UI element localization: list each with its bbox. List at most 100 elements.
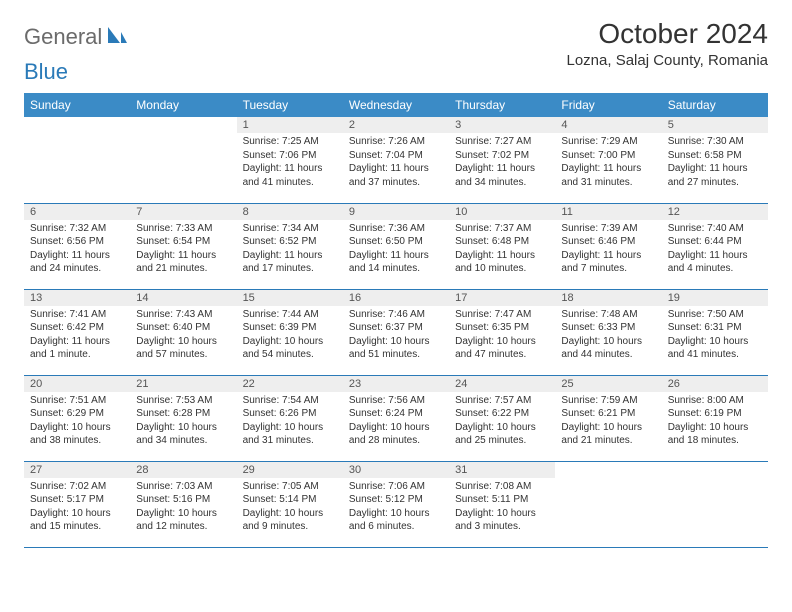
daylight-line: Daylight: 11 hours and 41 minutes. xyxy=(243,162,337,189)
calendar-week-row: 13Sunrise: 7:41 AMSunset: 6:42 PMDayligh… xyxy=(24,289,768,375)
sunset-line: Sunset: 7:00 PM xyxy=(561,149,655,163)
day-details: Sunrise: 7:43 AMSunset: 6:40 PMDaylight:… xyxy=(130,306,236,366)
sunrise-line: Sunrise: 7:25 AM xyxy=(243,135,337,149)
day-header: Saturday xyxy=(662,93,768,117)
day-number: 11 xyxy=(555,204,661,220)
sunrise-line: Sunrise: 7:27 AM xyxy=(455,135,549,149)
daylight-line: Daylight: 10 hours and 18 minutes. xyxy=(668,421,762,448)
calendar-day-cell: 16Sunrise: 7:46 AMSunset: 6:37 PMDayligh… xyxy=(343,289,449,375)
calendar-day-cell: 15Sunrise: 7:44 AMSunset: 6:39 PMDayligh… xyxy=(237,289,343,375)
sunrise-line: Sunrise: 7:05 AM xyxy=(243,480,337,494)
day-number: 27 xyxy=(24,462,130,478)
sunrise-line: Sunrise: 7:36 AM xyxy=(349,222,443,236)
calendar-day-cell: 20Sunrise: 7:51 AMSunset: 6:29 PMDayligh… xyxy=(24,375,130,461)
calendar-day-cell: 5Sunrise: 7:30 AMSunset: 6:58 PMDaylight… xyxy=(662,117,768,203)
calendar-day-cell: 18Sunrise: 7:48 AMSunset: 6:33 PMDayligh… xyxy=(555,289,661,375)
day-number: 7 xyxy=(130,204,236,220)
calendar-day-cell: 25Sunrise: 7:59 AMSunset: 6:21 PMDayligh… xyxy=(555,375,661,461)
sunset-line: Sunset: 6:22 PM xyxy=(455,407,549,421)
calendar-week-row: ....1Sunrise: 7:25 AMSunset: 7:06 PMDayl… xyxy=(24,117,768,203)
day-details: Sunrise: 7:03 AMSunset: 5:16 PMDaylight:… xyxy=(130,478,236,538)
sunrise-line: Sunrise: 7:32 AM xyxy=(30,222,124,236)
logo-text-general: General xyxy=(24,24,102,50)
sunrise-line: Sunrise: 7:26 AM xyxy=(349,135,443,149)
sunrise-line: Sunrise: 7:37 AM xyxy=(455,222,549,236)
daylight-line: Daylight: 10 hours and 28 minutes. xyxy=(349,421,443,448)
sunrise-line: Sunrise: 7:46 AM xyxy=(349,308,443,322)
calendar-body: ....1Sunrise: 7:25 AMSunset: 7:06 PMDayl… xyxy=(24,117,768,547)
sunrise-line: Sunrise: 7:39 AM xyxy=(561,222,655,236)
sunset-line: Sunset: 6:31 PM xyxy=(668,321,762,335)
daylight-line: Daylight: 11 hours and 1 minute. xyxy=(30,335,124,362)
daylight-line: Daylight: 11 hours and 34 minutes. xyxy=(455,162,549,189)
day-number: 13 xyxy=(24,290,130,306)
calendar-week-row: 6Sunrise: 7:32 AMSunset: 6:56 PMDaylight… xyxy=(24,203,768,289)
calendar-day-cell: 26Sunrise: 8:00 AMSunset: 6:19 PMDayligh… xyxy=(662,375,768,461)
calendar-day-cell: 6Sunrise: 7:32 AMSunset: 6:56 PMDaylight… xyxy=(24,203,130,289)
day-details: Sunrise: 7:36 AMSunset: 6:50 PMDaylight:… xyxy=(343,220,449,280)
daylight-line: Daylight: 10 hours and 38 minutes. xyxy=(30,421,124,448)
calendar-table: SundayMondayTuesdayWednesdayThursdayFrid… xyxy=(24,93,768,548)
day-details: Sunrise: 7:44 AMSunset: 6:39 PMDaylight:… xyxy=(237,306,343,366)
calendar-day-cell: 3 Sunrise: 7:27 AMSunset: 7:02 PMDaylight… xyxy=(449,117,555,203)
day-number: 3 xyxy=(449,117,555,133)
sunset-line: Sunset: 7:02 PM xyxy=(455,149,549,163)
sunset-line: Sunset: 6:56 PM xyxy=(30,235,124,249)
calendar-day-cell: 30Sunrise: 7:06 AMSunset: 5:12 PMDayligh… xyxy=(343,461,449,547)
sunset-line: Sunset: 6:48 PM xyxy=(455,235,549,249)
day-details: Sunrise: 7:54 AMSunset: 6:26 PMDaylight:… xyxy=(237,392,343,452)
daylight-line: Daylight: 11 hours and 14 minutes. xyxy=(349,249,443,276)
sunrise-line: Sunrise: 7:02 AM xyxy=(30,480,124,494)
sunset-line: Sunset: 5:11 PM xyxy=(455,493,549,507)
day-number: 22 xyxy=(237,376,343,392)
daylight-line: Daylight: 10 hours and 12 minutes. xyxy=(136,507,230,534)
sunset-line: Sunset: 6:29 PM xyxy=(30,407,124,421)
sunset-line: Sunset: 6:39 PM xyxy=(243,321,337,335)
sunset-line: Sunset: 6:50 PM xyxy=(349,235,443,249)
day-details: Sunrise: 7:50 AMSunset: 6:31 PMDaylight:… xyxy=(662,306,768,366)
sunrise-line: Sunrise: 7:43 AM xyxy=(136,308,230,322)
daylight-line: Daylight: 10 hours and 6 minutes. xyxy=(349,507,443,534)
calendar-day-cell: 21Sunrise: 7:53 AMSunset: 6:28 PMDayligh… xyxy=(130,375,236,461)
day-number: 21 xyxy=(130,376,236,392)
calendar-day-cell: 9Sunrise: 7:36 AMSunset: 6:50 PMDaylight… xyxy=(343,203,449,289)
day-number: 12 xyxy=(662,204,768,220)
calendar-day-cell: .. xyxy=(130,117,236,203)
calendar-day-cell: 7Sunrise: 7:33 AMSunset: 6:54 PMDaylight… xyxy=(130,203,236,289)
daylight-line: Daylight: 11 hours and 21 minutes. xyxy=(136,249,230,276)
calendar-week-row: 20Sunrise: 7:51 AMSunset: 6:29 PMDayligh… xyxy=(24,375,768,461)
day-details: Sunrise: 7:02 AMSunset: 5:17 PMDaylight:… xyxy=(24,478,130,538)
calendar-day-cell: 24Sunrise: 7:57 AMSunset: 6:22 PMDayligh… xyxy=(449,375,555,461)
location-text: Lozna, Salaj County, Romania xyxy=(566,52,768,69)
daylight-line: Daylight: 10 hours and 21 minutes. xyxy=(561,421,655,448)
logo-sail-icon xyxy=(106,25,128,50)
day-number: 5 xyxy=(662,117,768,133)
calendar-day-cell: .. xyxy=(24,117,130,203)
day-number: 2 xyxy=(343,117,449,133)
calendar-day-cell: 19Sunrise: 7:50 AMSunset: 6:31 PMDayligh… xyxy=(662,289,768,375)
sunrise-line: Sunrise: 7:44 AM xyxy=(243,308,337,322)
calendar-day-cell: 28Sunrise: 7:03 AMSunset: 5:16 PMDayligh… xyxy=(130,461,236,547)
day-details: Sunrise: 7:39 AMSunset: 6:46 PMDaylight:… xyxy=(555,220,661,280)
day-details: Sunrise: 7:37 AMSunset: 6:48 PMDaylight:… xyxy=(449,220,555,280)
sunset-line: Sunset: 6:42 PM xyxy=(30,321,124,335)
day-details: Sunrise: 7:34 AMSunset: 6:52 PMDaylight:… xyxy=(237,220,343,280)
day-details: Sunrise: 7:33 AMSunset: 6:54 PMDaylight:… xyxy=(130,220,236,280)
sunrise-line: Sunrise: 7:33 AM xyxy=(136,222,230,236)
sunset-line: Sunset: 6:35 PM xyxy=(455,321,549,335)
calendar-week-row: 27Sunrise: 7:02 AMSunset: 5:17 PMDayligh… xyxy=(24,461,768,547)
calendar-day-cell: 29Sunrise: 7:05 AMSunset: 5:14 PMDayligh… xyxy=(237,461,343,547)
sunrise-line: Sunrise: 7:06 AM xyxy=(349,480,443,494)
sunset-line: Sunset: 5:17 PM xyxy=(30,493,124,507)
daylight-line: Daylight: 10 hours and 9 minutes. xyxy=(243,507,337,534)
daylight-line: Daylight: 11 hours and 10 minutes. xyxy=(455,249,549,276)
calendar-day-cell: 2Sunrise: 7:26 AMSunset: 7:04 PMDaylight… xyxy=(343,117,449,203)
calendar-day-cell: 4Sunrise: 7:29 AMSunset: 7:00 PMDaylight… xyxy=(555,117,661,203)
sunset-line: Sunset: 6:21 PM xyxy=(561,407,655,421)
sunrise-line: Sunrise: 7:40 AM xyxy=(668,222,762,236)
sunset-line: Sunset: 6:46 PM xyxy=(561,235,655,249)
daylight-line: Daylight: 10 hours and 3 minutes. xyxy=(455,507,549,534)
sunrise-line: Sunrise: 7:57 AM xyxy=(455,394,549,408)
logo-text-blue: Blue xyxy=(24,59,68,85)
daylight-line: Daylight: 10 hours and 44 minutes. xyxy=(561,335,655,362)
